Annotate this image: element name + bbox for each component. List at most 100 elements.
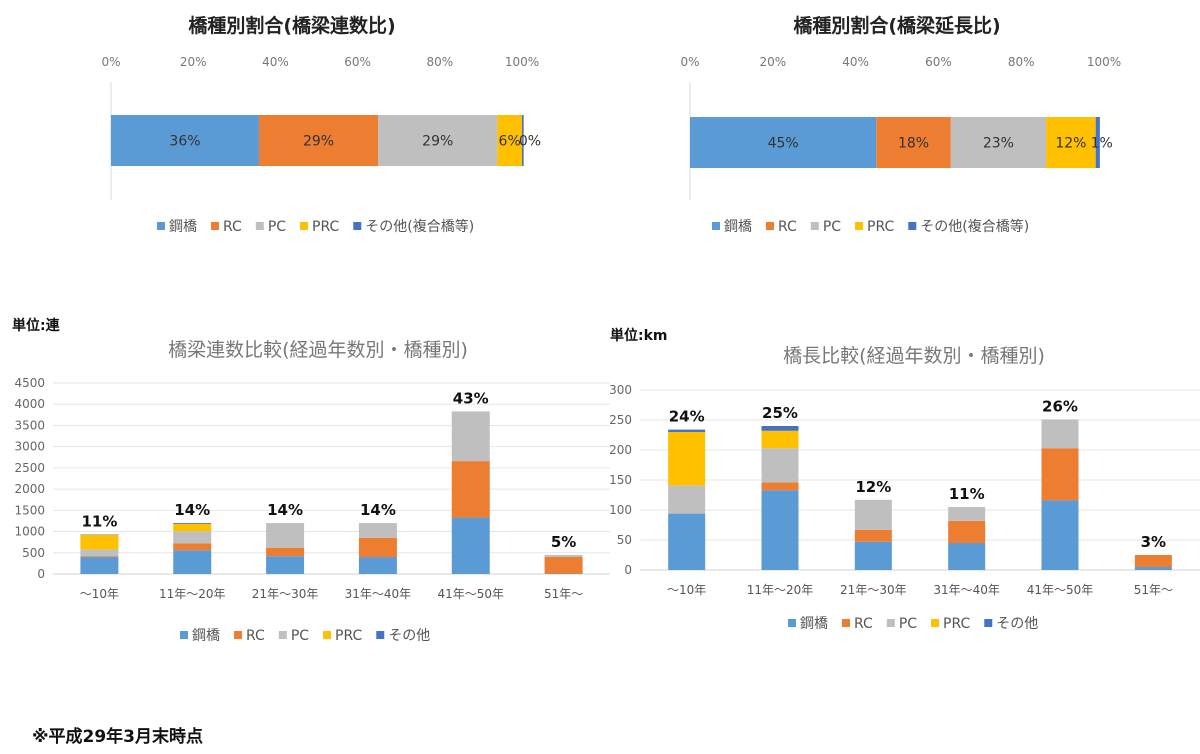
tick-label: 40% <box>842 55 869 69</box>
tick-label: 20% <box>180 55 207 69</box>
bar-segment <box>173 523 212 524</box>
legend-label: PC <box>268 219 286 235</box>
data-label: 18% <box>898 136 929 152</box>
bar-segment <box>1095 117 1100 168</box>
legend-label: その他(複合橋等) <box>920 218 1029 235</box>
bar-segment <box>761 426 799 431</box>
x-tick-label: 21年～30年 <box>252 587 319 601</box>
legend-swatch <box>234 631 242 639</box>
legend-label: その他(複合橋等) <box>365 218 474 235</box>
legend-swatch <box>376 631 385 639</box>
y-tick-label: 100 <box>609 503 632 517</box>
bar-segment <box>173 550 212 574</box>
data-label: 6% <box>499 134 521 150</box>
steel-type-length-ratio-chart: 橋種別割合(橋梁延長比) 0% 20% 40% 60% 80% 100% 45% 18% 23% 1… <box>680 14 1121 235</box>
unit-label: 単位:km <box>610 327 668 344</box>
legend-label: PRC <box>335 628 362 644</box>
y-tick-label: 4000 <box>14 397 45 411</box>
bar-segment <box>266 556 305 574</box>
bar-segment <box>668 429 706 432</box>
y-tick-label: 200 <box>609 443 632 457</box>
x-tick-label: ～10年 <box>80 587 119 601</box>
chart-title: 橋梁連数比較(経過年数別・橋種別) <box>168 339 468 361</box>
top-label: 12% <box>855 478 891 496</box>
legend-label: RC <box>778 219 797 235</box>
y-tick-label: 1000 <box>14 525 45 539</box>
legend-label: その他 <box>996 616 1038 632</box>
bar-segment <box>1041 448 1079 501</box>
tick-label: 80% <box>426 55 453 69</box>
legend-swatch <box>810 222 819 230</box>
x-tick-label: 41年～50年 <box>1027 583 1094 597</box>
tick-label: 0% <box>680 55 699 69</box>
y-tick-label: 2000 <box>14 482 45 496</box>
legend-swatch <box>211 222 219 230</box>
data-label: 12% <box>1055 136 1086 152</box>
bar-segment <box>854 529 892 542</box>
bar-segment <box>761 482 799 491</box>
tick-label: 80% <box>1008 55 1035 69</box>
chart-title: 橋種別割合(橋梁延長比) <box>793 14 1000 37</box>
bar-segment <box>451 411 490 462</box>
legend-swatch <box>180 631 188 639</box>
legend-label: PRC <box>943 616 970 632</box>
bar-segment <box>173 531 212 544</box>
bar-segment <box>451 461 490 518</box>
bar-segment <box>266 547 305 557</box>
y-tick-label: 500 <box>22 546 45 560</box>
bar-segment <box>358 523 397 538</box>
bar-segment <box>668 432 706 486</box>
legend-swatch <box>842 619 850 627</box>
bar-segment <box>948 507 986 521</box>
y-tick-label: 3000 <box>14 440 45 454</box>
tick-label: 60% <box>344 55 371 69</box>
data-label: 29% <box>303 134 334 150</box>
top-label: 24% <box>669 408 705 426</box>
legend-label: 鋼橋 <box>724 219 752 235</box>
bar-segment <box>668 485 706 514</box>
y-tick-label: 1500 <box>14 503 45 517</box>
bar-segment <box>266 523 305 548</box>
bar-segment <box>761 430 799 449</box>
legend-swatch <box>323 631 332 639</box>
x-tick-label: 51年～ <box>544 587 583 601</box>
y-tick-label: 50 <box>617 533 632 547</box>
bar-segment <box>358 537 397 558</box>
top-label: 14% <box>174 501 210 519</box>
legend-swatch <box>788 619 796 627</box>
bar-segment <box>854 499 892 530</box>
footnote: ※平成29年3月末時点 <box>32 727 204 747</box>
top-label: 11% <box>81 513 117 531</box>
bar-segment <box>111 115 259 166</box>
tick-label: 100% <box>505 55 539 69</box>
bar-segment <box>258 115 379 166</box>
bridge-length-by-age-chart: 単位:km 橋長比較(経過年数別・橋種別) 0 50 100 150 200 250 300 24… <box>609 327 1200 632</box>
legend-label: RC <box>246 628 265 644</box>
chart-title: 橋長比較(経過年数別・橋種別) <box>783 345 1045 367</box>
bar-segment <box>690 117 877 168</box>
data-label: 1% <box>1091 136 1113 152</box>
bar-segment <box>451 517 490 574</box>
bar-segment <box>544 554 583 558</box>
legend-swatch <box>255 222 264 230</box>
unit-label: 単位:連 <box>12 317 61 334</box>
legend-label: 鋼橋 <box>192 628 220 644</box>
top-label: 14% <box>267 501 303 519</box>
top-label: 11% <box>949 485 985 503</box>
x-tick-label: 41年～50年 <box>437 587 504 601</box>
top-label: 25% <box>762 404 798 422</box>
legend-label: その他 <box>388 628 430 644</box>
y-tick-label: 300 <box>609 383 632 397</box>
data-label: 23% <box>983 136 1014 152</box>
legend-swatch <box>984 619 993 627</box>
bar-segment <box>1134 567 1172 570</box>
x-tick-label: 21年～30年 <box>840 583 907 597</box>
y-tick-label: 3500 <box>14 418 45 432</box>
top-label: 14% <box>360 501 396 519</box>
bar-segment <box>80 557 119 574</box>
tick-label: 100% <box>1087 55 1121 69</box>
legend-swatch <box>300 222 309 230</box>
data-label: 0% <box>519 134 541 150</box>
bar-segment <box>173 523 212 532</box>
bar-segment <box>80 534 119 550</box>
